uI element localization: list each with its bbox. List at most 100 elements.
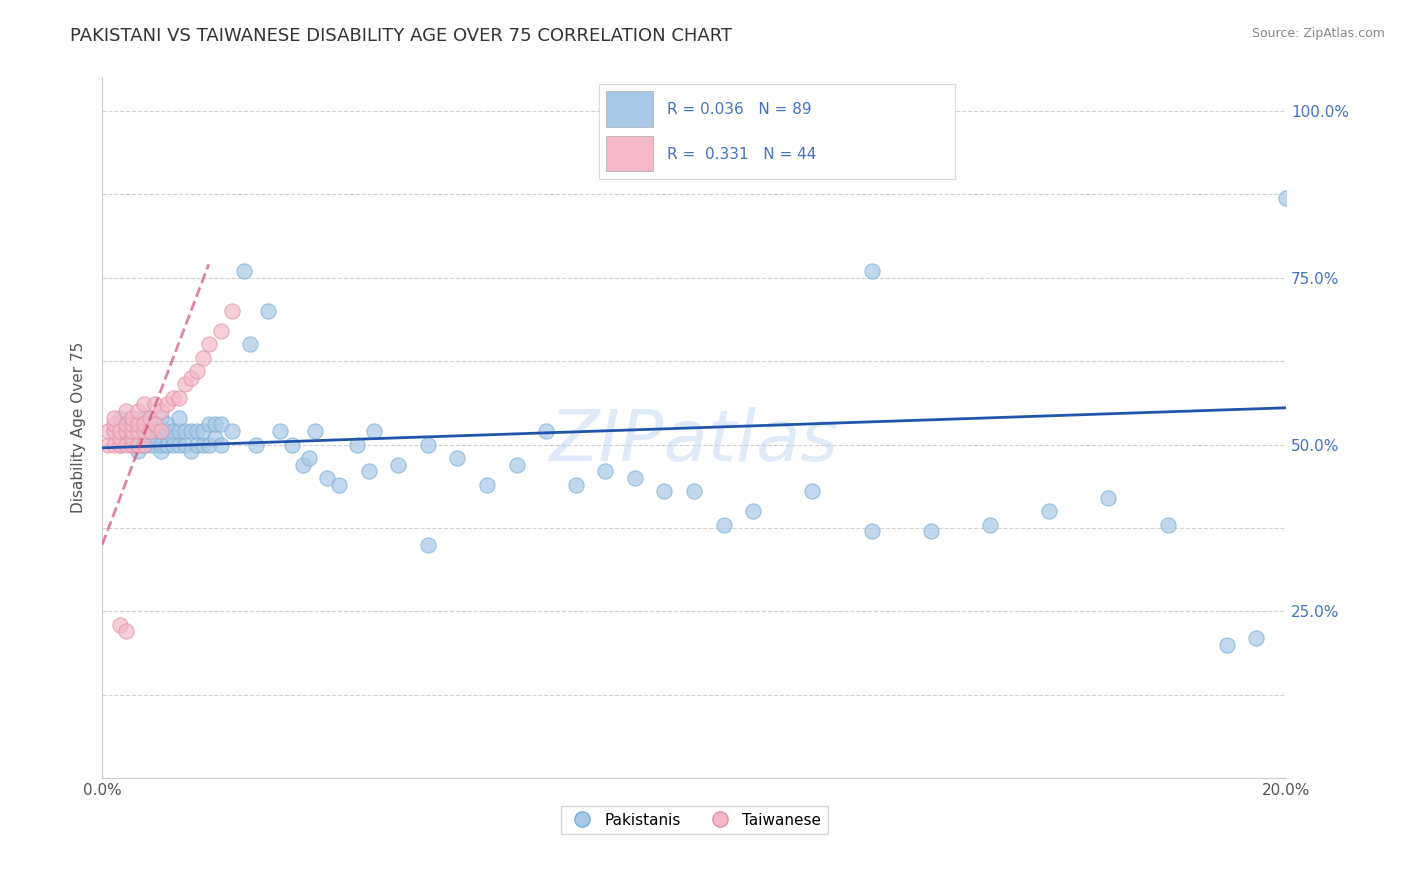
Point [595, 464, 617, 478]
Point [115, 404, 138, 418]
Point [475, 477, 498, 491]
Point [257, 304, 280, 318]
Point [108, 437, 131, 451]
Point [132, 417, 155, 432]
Point [162, 437, 184, 451]
Point [209, 417, 232, 432]
Point [1275, 190, 1298, 204]
Point [156, 437, 179, 451]
Point [121, 410, 143, 425]
Point [624, 471, 647, 485]
Point [150, 424, 173, 438]
Point [97, 424, 120, 438]
Point [1216, 638, 1239, 652]
Point [145, 397, 167, 411]
Point [145, 437, 167, 451]
Point [121, 410, 143, 425]
Point [127, 424, 149, 438]
Point [108, 617, 131, 632]
Point [298, 450, 321, 465]
Point [150, 404, 173, 418]
Point [132, 424, 155, 438]
Point [713, 517, 735, 532]
Point [564, 477, 586, 491]
Point [1156, 517, 1178, 532]
Point [191, 351, 214, 365]
Point [801, 484, 824, 499]
Point [167, 424, 190, 438]
Point [245, 437, 267, 451]
Point [121, 431, 143, 445]
Point [446, 450, 468, 465]
Point [103, 437, 125, 451]
Point [363, 424, 385, 438]
Point [108, 431, 131, 445]
Point [221, 424, 243, 438]
Point [204, 417, 226, 432]
Point [534, 424, 557, 438]
Point [654, 484, 676, 499]
Point [127, 444, 149, 458]
Point [138, 437, 160, 451]
Point [115, 624, 138, 639]
Point [357, 464, 380, 478]
Text: Source: ZipAtlas.com: Source: ZipAtlas.com [1251, 27, 1385, 40]
Text: ZIPatlas: ZIPatlas [550, 408, 838, 476]
Point [115, 424, 138, 438]
Point [138, 417, 160, 432]
Point [505, 458, 527, 472]
Point [221, 304, 243, 318]
Point [103, 410, 125, 425]
Point [156, 397, 179, 411]
Point [191, 437, 214, 451]
Point [197, 337, 219, 351]
Point [860, 524, 883, 539]
Point [97, 437, 120, 451]
Point [280, 437, 302, 451]
Point [186, 437, 208, 451]
Point [174, 424, 197, 438]
Point [387, 458, 409, 472]
Point [132, 437, 155, 451]
Point [150, 410, 173, 425]
Point [239, 337, 262, 351]
Point [186, 424, 208, 438]
Point [416, 437, 439, 451]
Point [145, 431, 167, 445]
Point [209, 324, 232, 338]
Point [145, 424, 167, 438]
Point [167, 391, 190, 405]
Point [233, 264, 256, 278]
Point [150, 444, 173, 458]
Point [115, 417, 138, 432]
Point [162, 431, 184, 445]
Point [115, 437, 138, 451]
Point [138, 424, 160, 438]
Point [103, 417, 125, 432]
Point [269, 424, 291, 438]
Text: PAKISTANI VS TAIWANESE DISABILITY AGE OVER 75 CORRELATION CHART: PAKISTANI VS TAIWANESE DISABILITY AGE OV… [70, 27, 733, 45]
Point [121, 424, 143, 438]
Point [328, 477, 350, 491]
Point [150, 437, 173, 451]
Point [127, 417, 149, 432]
Point [121, 437, 143, 451]
Point [127, 404, 149, 418]
Point [180, 424, 202, 438]
Point [416, 538, 439, 552]
Legend: Pakistanis, Taiwanese: Pakistanis, Taiwanese [561, 806, 828, 834]
Point [145, 417, 167, 432]
Point [1097, 491, 1119, 505]
Point [132, 397, 155, 411]
Point [742, 504, 765, 518]
Point [138, 410, 160, 425]
Point [186, 364, 208, 378]
Point [127, 431, 149, 445]
Point [121, 437, 143, 451]
Point [108, 424, 131, 438]
Point [180, 371, 202, 385]
Point [197, 437, 219, 451]
Point [132, 424, 155, 438]
Point [683, 484, 706, 499]
Point [132, 437, 155, 451]
